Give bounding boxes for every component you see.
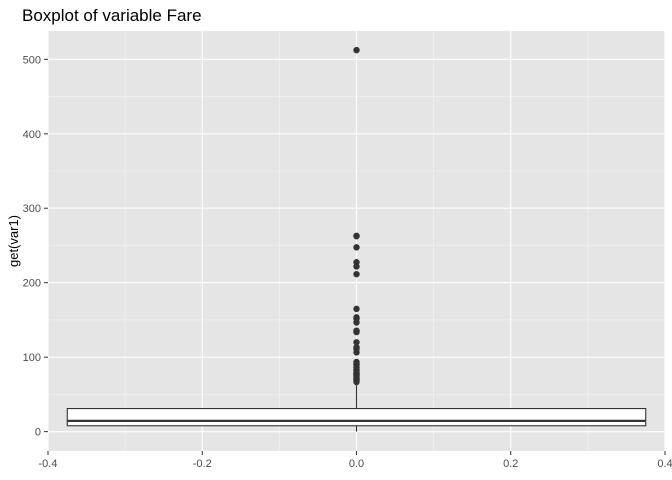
x-axis: -0.4 -0.2 0.0 0.2 0.4 <box>39 451 672 470</box>
x-tick-label: 0.0 <box>349 458 364 470</box>
outlier-point <box>353 349 360 356</box>
y-tick-label: 200 <box>23 278 41 290</box>
x-tick-label: 0.2 <box>503 458 518 470</box>
x-tick-label: -0.2 <box>193 458 212 470</box>
outlier-point <box>353 244 360 251</box>
outlier-point <box>353 328 360 336</box>
outlier-point <box>353 339 360 346</box>
x-tick-label: -0.4 <box>39 458 58 470</box>
outlier-point <box>353 319 360 326</box>
x-tick-label: 0.4 <box>657 458 672 470</box>
chart-title: Boxplot of variable Fare <box>22 6 202 25</box>
outlier-point <box>353 263 360 270</box>
outlier-point <box>353 270 360 278</box>
y-tick-label: 300 <box>23 203 41 215</box>
y-tick-label: 400 <box>23 129 41 141</box>
y-axis-title: get(var1) <box>6 215 21 267</box>
outlier-point <box>353 378 360 386</box>
y-tick-label: 100 <box>23 352 41 364</box>
y-tick-label: 500 <box>23 54 41 66</box>
outlier-point <box>353 305 360 313</box>
outlier-points <box>353 46 360 386</box>
y-axis: 0 100 200 300 400 500 <box>23 54 48 439</box>
outlier-point <box>353 46 360 54</box>
box-marks <box>66 383 647 432</box>
outlier-point <box>353 233 360 240</box>
y-tick-label: 0 <box>35 427 41 439</box>
box-iqr <box>66 408 647 427</box>
